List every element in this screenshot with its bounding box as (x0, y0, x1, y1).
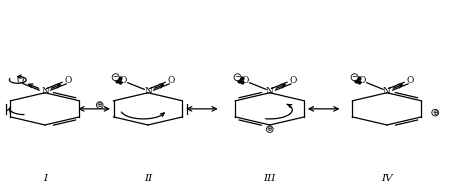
Text: N: N (266, 87, 273, 96)
Text: ⊕: ⊕ (97, 102, 103, 108)
Text: IV: IV (381, 175, 393, 183)
Text: O: O (407, 76, 414, 85)
Text: II: II (144, 175, 152, 183)
Text: N: N (383, 87, 391, 96)
Text: N: N (41, 87, 49, 96)
Text: O: O (168, 76, 175, 85)
Text: O: O (290, 76, 297, 85)
Text: O: O (242, 76, 249, 85)
Text: O: O (120, 76, 128, 85)
Text: III: III (264, 175, 276, 183)
Text: O: O (17, 76, 24, 85)
Text: ⊕: ⊕ (432, 110, 438, 116)
Text: −: − (235, 74, 240, 80)
Text: −: − (352, 74, 357, 80)
Text: N: N (144, 87, 152, 96)
Text: −: − (113, 74, 118, 80)
Text: O: O (64, 76, 72, 85)
Text: O: O (359, 76, 366, 85)
Text: ⊕: ⊕ (267, 126, 273, 132)
Text: I: I (43, 175, 47, 183)
